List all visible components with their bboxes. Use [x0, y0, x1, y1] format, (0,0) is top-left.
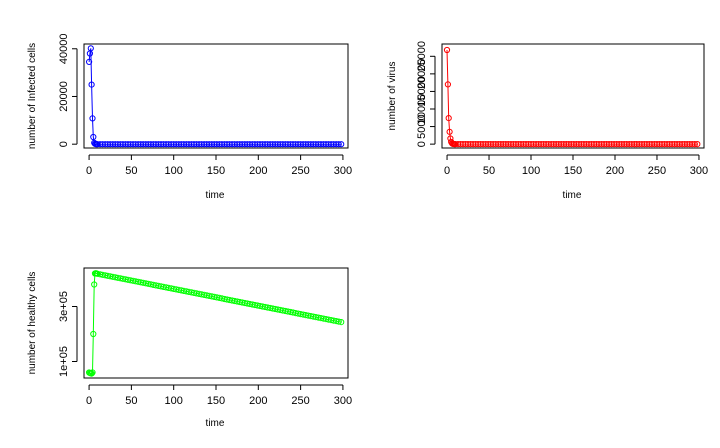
x-axis-label: time	[206, 190, 225, 201]
x-tick-label: 150	[207, 165, 225, 177]
plot-virus: 0 50 100 150 200 250 300 0 500010000150002000025…	[387, 41, 708, 201]
y-tick-label: 0	[58, 141, 70, 147]
data-point	[338, 319, 345, 326]
data-point	[443, 46, 451, 54]
x-tick-label: 50	[125, 395, 137, 407]
data-point	[445, 115, 452, 122]
y-tick-label: 20000	[416, 59, 428, 90]
x-tick-label: 200	[606, 165, 624, 177]
data-point	[89, 115, 96, 122]
plot-frame	[83, 43, 349, 149]
plot-healthy: 0 50 100 150 200 250 300 1e+05 3e+05 time number o…	[27, 267, 352, 429]
series-line-healthy	[88, 272, 342, 375]
y-tick-label: 1e+05	[58, 346, 70, 377]
series-line-infected	[88, 48, 342, 145]
y-axis-label: number of Infected cells	[27, 43, 38, 149]
data-point	[694, 141, 701, 148]
x-axis-label: time	[206, 418, 225, 429]
x-tick-label: 300	[334, 165, 352, 177]
y-tick-label: 20000	[58, 81, 70, 112]
series-line-virus	[446, 49, 698, 145]
x-tick-label: 250	[291, 395, 309, 407]
data-point	[90, 133, 97, 141]
x-tick-label: 150	[207, 395, 225, 407]
data-point	[91, 281, 98, 288]
x-tick-label: 100	[165, 395, 183, 407]
x-tick-label: 300	[690, 165, 708, 177]
y-tick-label: 25000	[416, 41, 428, 72]
data-point	[335, 141, 342, 148]
data-point	[90, 330, 97, 338]
data-point	[446, 128, 453, 135]
y-axis-label: number of virus	[387, 62, 398, 131]
y-tick-label: 0	[416, 141, 428, 147]
x-tick-label: 0	[86, 165, 92, 177]
data-point	[338, 141, 345, 148]
y-tick-label: 3e+05	[58, 291, 70, 322]
x-tick-label: 100	[165, 165, 183, 177]
plot-frame	[441, 43, 705, 149]
x-tick-label: 250	[648, 165, 666, 177]
data-point	[444, 81, 451, 88]
y-tick-label: 15000	[416, 76, 428, 107]
x-axis-label: time	[563, 190, 582, 201]
y-axis-label: number of healthy cells	[27, 272, 38, 375]
x-tick-label: 50	[483, 165, 495, 177]
x-tick-label: 200	[249, 395, 267, 407]
x-tick-label: 250	[291, 165, 309, 177]
x-tick-label: 0	[444, 165, 450, 177]
data-point	[691, 141, 698, 148]
x-tick-label: 150	[564, 165, 582, 177]
data-point	[88, 81, 95, 88]
data-point	[88, 370, 95, 377]
x-tick-label: 100	[522, 165, 540, 177]
y-tick-label: 40000	[58, 33, 70, 64]
data-point	[89, 369, 96, 376]
data-point	[86, 58, 93, 66]
data-point	[335, 318, 342, 325]
plot-infected: 0 50 100 150 200 250 300 0 20000 40000 time number …	[27, 33, 352, 201]
data-point	[87, 45, 94, 52]
x-tick-label: 300	[334, 395, 352, 407]
x-tick-label: 200	[249, 165, 267, 177]
y-tick-label: 5000	[416, 114, 428, 138]
plot-frame	[83, 267, 349, 379]
x-tick-label: 0	[86, 395, 92, 407]
x-tick-label: 50	[125, 165, 137, 177]
y-tick-label: 10000	[416, 94, 428, 125]
